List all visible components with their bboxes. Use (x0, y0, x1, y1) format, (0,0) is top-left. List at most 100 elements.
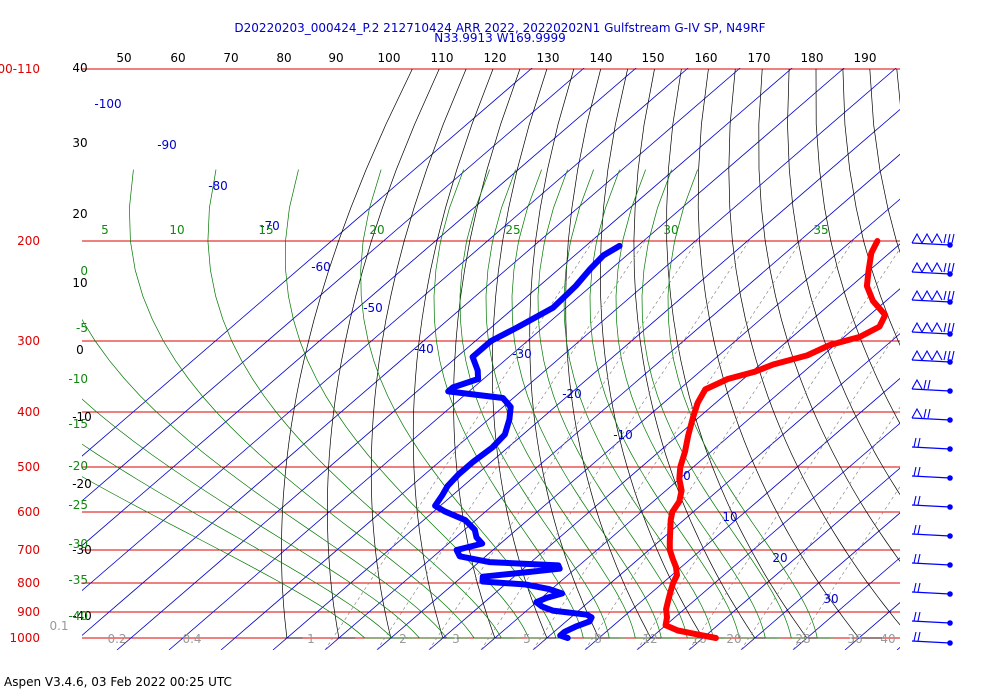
moist-adiabat-line (615, 169, 781, 639)
top-tick-label: 180 (801, 51, 824, 65)
isotherm-label: 10 (722, 510, 737, 524)
wind-barb-flag (921, 349, 933, 361)
wind-barb-staff (911, 562, 951, 566)
isotherm-line (82, 68, 533, 457)
wind-barb-station (947, 417, 953, 423)
wind-barb (911, 407, 953, 423)
adiabat-label: -15 (68, 417, 88, 431)
left-axis-label: 30 (72, 136, 87, 150)
moist-adiabat-line (589, 169, 755, 639)
footer-version-text: Aspen V3.4.6, 03 Feb 2022 00:25 UTC (4, 675, 232, 689)
isotherm-label: -90 (157, 138, 177, 152)
dry-adiabat-line (758, 68, 900, 562)
wind-barb-tick (913, 524, 917, 535)
wind-barb-tick (947, 290, 951, 301)
dry-adiabat-line (951, 69, 1000, 638)
isotherm-line (82, 68, 741, 636)
bottom-axis-label: 0.1 (49, 619, 68, 633)
dry-adiabat-line (842, 68, 900, 346)
mixing-ratio-label: 35 (813, 223, 828, 237)
wind-barb-staff (911, 271, 951, 275)
wind-barb-tick (913, 631, 917, 642)
dry-adiabat-line (529, 68, 619, 639)
adiabat-label: -20 (68, 459, 88, 473)
wind-barb-tick (923, 379, 927, 390)
mixing-ratio-line (740, 406, 900, 650)
wind-barb-tick (951, 322, 955, 333)
wind-barb-tick (917, 437, 921, 448)
isotherm-label: -50 (363, 301, 383, 315)
top-tick-label: 80 (276, 51, 291, 65)
sounding-profiles (432, 238, 889, 641)
wind-barb-flag (911, 289, 923, 301)
left-axis-label: 10 (72, 276, 87, 290)
pressure-label: 700 (17, 543, 40, 557)
wind-barb-tick (951, 233, 955, 244)
pressure-label: 400 (17, 405, 40, 419)
moist-adiabat-line (82, 318, 469, 639)
isotherm-label: -100 (94, 97, 121, 111)
wind-barb-flag (931, 321, 943, 333)
isotherm-label: -30 (512, 347, 532, 361)
pressure-label: 500 (17, 460, 40, 474)
left-axis-label: 20 (72, 207, 87, 221)
pressure-label: 900 (17, 605, 40, 619)
top-tick-label: 70 (223, 51, 238, 65)
dry-adiabat-line (787, 68, 900, 496)
bottom-axis-label: 8 (594, 632, 602, 646)
wind-barb-station (947, 359, 953, 365)
dry-adiabat-line (412, 68, 494, 639)
wind-barb-tick (917, 631, 921, 642)
pressure-label: 200 (17, 234, 40, 248)
wind-barb-station (947, 504, 953, 510)
adiabat-label: -30 (68, 537, 88, 551)
wind-barb-staff (911, 359, 951, 363)
adiabat-label: 0 (80, 264, 88, 278)
top-tick-label: 120 (484, 51, 507, 65)
wind-barb-tick (917, 553, 921, 564)
wind-barb-flag (921, 321, 933, 333)
mixing-ratio-line (428, 237, 700, 650)
top-tick-label: 110 (431, 51, 454, 65)
moist-adiabat-line (563, 169, 729, 639)
isotherm-label: -80 (208, 179, 228, 193)
isotherm-line (740, 512, 900, 650)
bottom-axis-label: 2 (399, 632, 407, 646)
pressure-label: 600 (17, 505, 40, 519)
wind-barb-tick (923, 408, 927, 419)
isotherm-line (324, 153, 900, 650)
isotherm-label: -20 (562, 387, 582, 401)
dry-adiabat-line (896, 68, 900, 105)
wind-barb (911, 611, 953, 626)
wind-barb-tick (913, 466, 917, 477)
wind-barb-tick (943, 290, 947, 301)
isotherm-line (376, 198, 900, 650)
isotherm-line (428, 243, 900, 650)
wind-barb-station (947, 446, 953, 452)
moist-adiabat-line (82, 476, 391, 639)
wind-barb-tick (943, 262, 947, 273)
wind-barb-tick (951, 350, 955, 361)
chart-title-line2: N33.9913 W169.9999 (434, 31, 566, 45)
top-tick-label: 150 (642, 51, 665, 65)
adiabat-label: -10 (68, 372, 88, 386)
mixing-ratio-label: 25 (505, 223, 520, 237)
wind-barb-flag (921, 289, 933, 301)
wind-barb-station (947, 299, 953, 305)
isotherm-line (220, 68, 897, 650)
wind-barb-staff (911, 591, 951, 595)
top-tick-label: 160 (695, 51, 718, 65)
wind-barb-tick (951, 262, 955, 273)
wind-barb-staff (911, 504, 951, 508)
isotherm-line (272, 108, 900, 650)
mixing-ratio-label: 10 (169, 223, 184, 237)
wind-barb-flag (921, 232, 933, 244)
dry-adiabat-line (281, 68, 413, 639)
adiabat-label: -40 (68, 609, 88, 623)
wind-barb (911, 289, 955, 305)
wind-barb-tick (947, 233, 951, 244)
left-axis-label: -40 (72, 609, 92, 623)
dry-adiabat-line (815, 68, 900, 425)
wind-barb-station (947, 591, 953, 597)
dry-adiabat-line (492, 68, 567, 639)
